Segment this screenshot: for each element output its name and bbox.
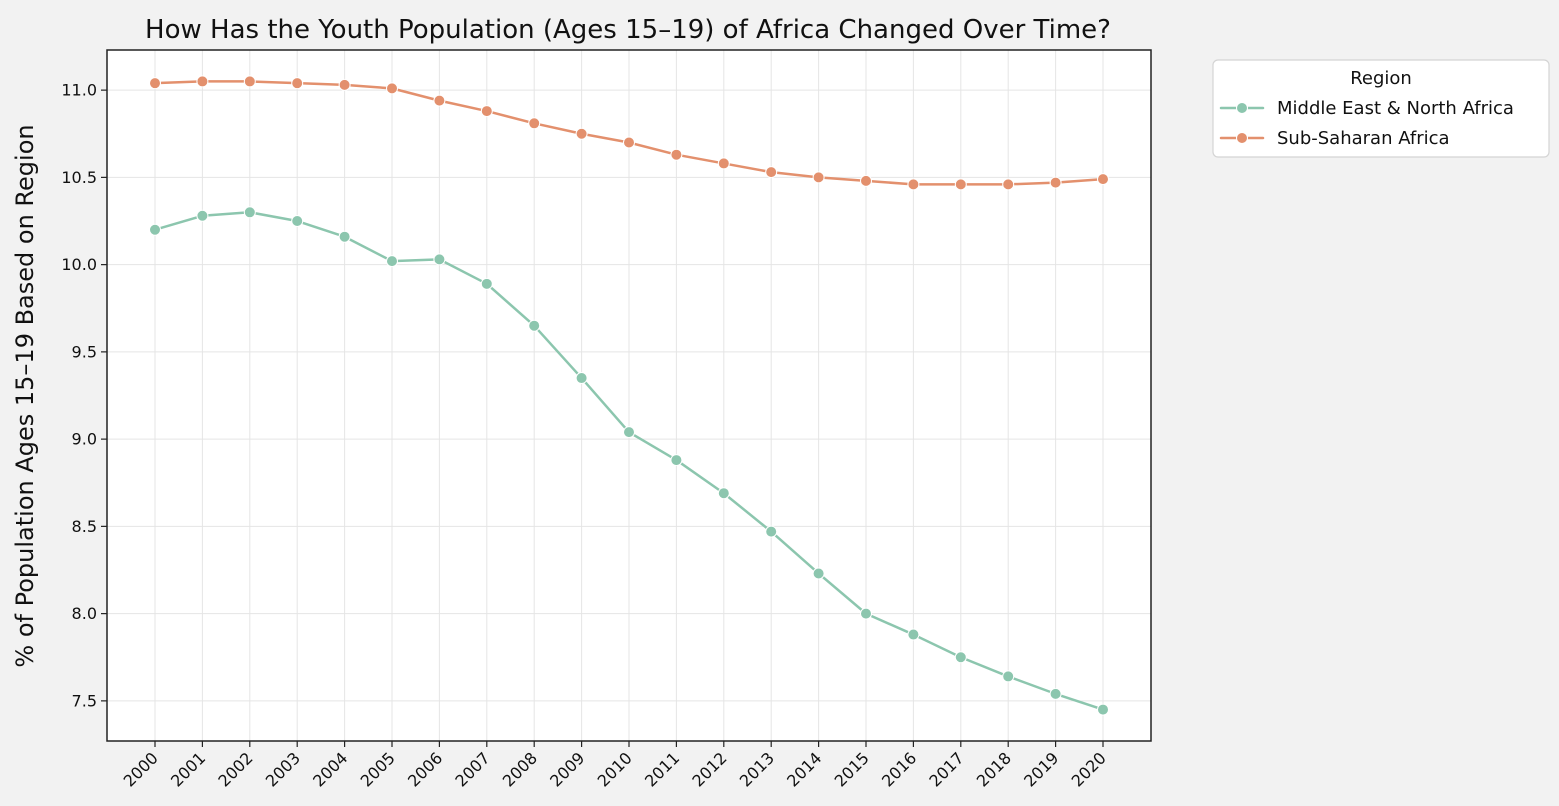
data-point-sub-saharan-africa — [1097, 173, 1109, 186]
data-point-sub-saharan-africa — [623, 136, 635, 149]
y-axis-label: % of Population Ages 15–19 Based on Regi… — [11, 124, 39, 667]
data-point-middle-east-north-africa — [860, 607, 872, 620]
data-point-sub-saharan-africa — [291, 77, 304, 90]
chart-title: How Has the Youth Population (Ages 15–19… — [145, 15, 1111, 45]
data-point-middle-east-north-africa — [433, 253, 446, 266]
data-point-middle-east-north-africa — [149, 223, 161, 236]
data-point-sub-saharan-africa — [528, 117, 541, 130]
y-axis-ticks: 7.5 8.0 8.5 9.0 9.5 10.0 10.5 11.0 — [61, 81, 107, 710]
data-point-middle-east-north-africa — [717, 487, 730, 500]
data-point-sub-saharan-africa — [1049, 176, 1062, 189]
data-point-sub-saharan-africa — [812, 171, 825, 184]
data-point-middle-east-north-africa — [907, 628, 920, 641]
data-point-middle-east-north-africa — [480, 277, 493, 290]
y-tick-label: 10.0 — [61, 255, 97, 274]
data-point-sub-saharan-africa — [907, 178, 920, 191]
data-point-sub-saharan-africa — [433, 94, 446, 107]
series-lines — [149, 75, 1109, 716]
legend: Region Middle East & North Africa Sub-Sa… — [1212, 59, 1550, 158]
data-point-middle-east-north-africa — [623, 426, 635, 439]
data-point-sub-saharan-africa — [954, 178, 967, 191]
data-point-middle-east-north-africa — [954, 651, 967, 664]
data-point-sub-saharan-africa — [196, 75, 209, 88]
y-tick-label: 11.0 — [61, 81, 97, 100]
legend-title: Region — [1350, 68, 1412, 89]
data-point-sub-saharan-africa — [575, 127, 588, 140]
data-point-middle-east-north-africa — [196, 209, 209, 222]
data-point-middle-east-north-africa — [338, 230, 351, 243]
data-point-middle-east-north-africa — [291, 215, 304, 228]
legend-marker-middle-east-north-africa — [1236, 102, 1248, 114]
legend-label-middle-east-north-africa: Middle East & North Africa — [1277, 98, 1514, 119]
y-tick-label: 8.0 — [72, 604, 97, 623]
grid-lines — [107, 50, 1151, 741]
data-point-middle-east-north-africa — [670, 454, 683, 467]
data-point-sub-saharan-africa — [338, 78, 351, 91]
y-tick-label: 7.5 — [72, 691, 97, 710]
data-point-middle-east-north-africa — [812, 567, 825, 580]
data-point-sub-saharan-africa — [149, 77, 161, 90]
data-point-sub-saharan-africa — [670, 148, 683, 161]
data-point-middle-east-north-africa — [1097, 703, 1109, 716]
data-point-sub-saharan-africa — [386, 82, 398, 95]
data-point-middle-east-north-africa — [575, 372, 588, 385]
data-point-sub-saharan-africa — [717, 157, 730, 170]
data-point-sub-saharan-africa — [765, 166, 778, 179]
legend-label-sub-saharan-africa: Sub-Saharan Africa — [1277, 128, 1450, 149]
data-point-sub-saharan-africa — [480, 105, 493, 118]
y-tick-label: 8.5 — [72, 517, 97, 536]
y-tick-label: 9.5 — [72, 342, 97, 361]
data-point-middle-east-north-africa — [528, 319, 541, 332]
data-point-middle-east-north-africa — [1049, 687, 1062, 700]
data-point-sub-saharan-africa — [243, 75, 256, 88]
legend-box — [1212, 59, 1550, 158]
y-tick-label: 9.0 — [72, 430, 97, 449]
data-point-sub-saharan-africa — [1002, 178, 1015, 191]
y-tick-label: 10.5 — [61, 168, 97, 187]
data-point-middle-east-north-africa — [765, 525, 778, 538]
data-point-sub-saharan-africa — [860, 174, 872, 187]
data-point-middle-east-north-africa — [243, 206, 256, 219]
legend-marker-sub-saharan-africa — [1236, 132, 1248, 144]
data-point-middle-east-north-africa — [1002, 670, 1015, 683]
data-point-middle-east-north-africa — [386, 255, 398, 268]
